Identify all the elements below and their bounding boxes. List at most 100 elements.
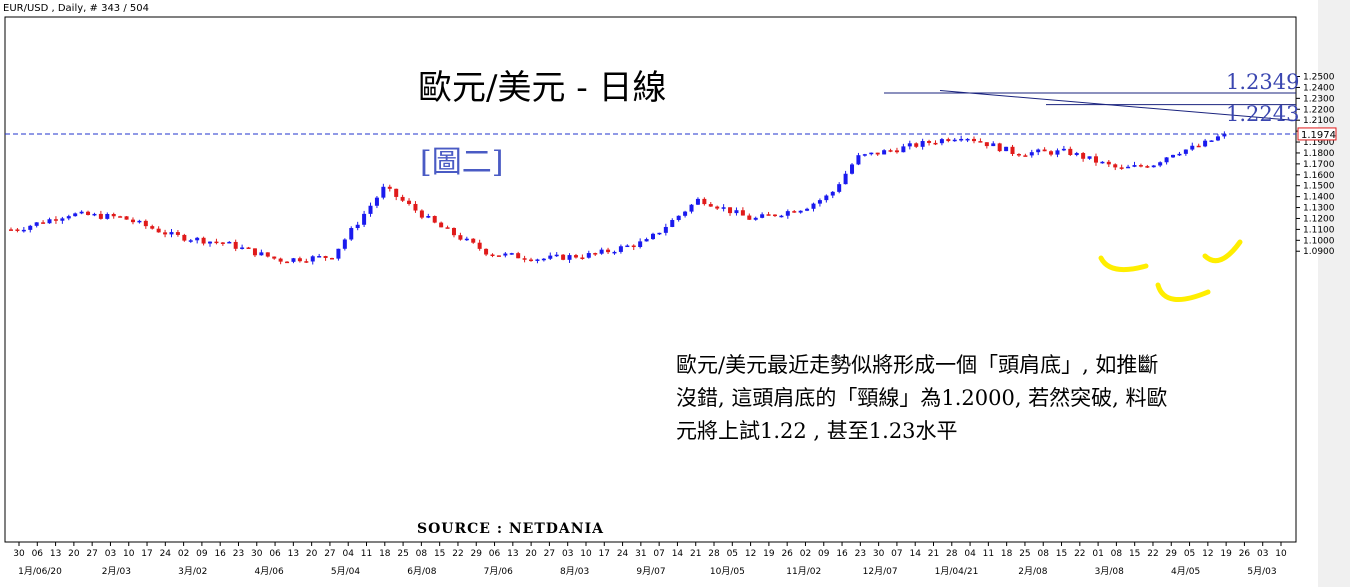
- candle-body: [631, 245, 636, 248]
- date-axis: 30 06 13 20 27 03 10 17 24 02 09 16 23 30 06 13 20 27 04 11…: [13, 542, 1287, 577]
- candle-body: [1016, 154, 1021, 156]
- candle-body: [9, 229, 13, 231]
- candle-body: [618, 246, 623, 252]
- candle-body: [612, 251, 617, 254]
- candle-body: [882, 150, 887, 155]
- candle-body: [1049, 151, 1054, 155]
- price-tick-label: 1.0900: [1303, 247, 1335, 257]
- month-label: 1月/04/21: [935, 566, 979, 577]
- candle-body: [734, 210, 739, 214]
- date-tick-label: 23: [233, 549, 244, 559]
- date-tick-label: 19: [1220, 549, 1232, 559]
- candle-body: [15, 229, 20, 231]
- left-shoulder-mark: [1098, 255, 1149, 273]
- candle-body: [548, 255, 553, 259]
- date-tick-label: 04: [342, 549, 354, 559]
- candle-body: [766, 214, 771, 216]
- candle-body: [169, 232, 174, 235]
- price-tick-label: 1.1900: [1303, 138, 1335, 148]
- candle-body: [837, 184, 842, 192]
- month-label: 12月/07: [863, 566, 898, 577]
- candle-body: [1113, 164, 1118, 168]
- month-label: 9月/07: [636, 566, 665, 577]
- candle-body: [130, 219, 135, 223]
- date-tick-label: 25: [397, 549, 408, 559]
- candle-body: [41, 222, 46, 224]
- candle-body: [233, 241, 238, 249]
- date-tick-label: 20: [306, 549, 318, 559]
- candle-body: [811, 203, 816, 209]
- candle-body: [753, 217, 758, 220]
- month-label: 5月/04: [331, 566, 360, 577]
- candle-body: [1106, 161, 1111, 165]
- candle-body: [400, 196, 405, 201]
- candle-body: [1177, 153, 1182, 156]
- date-tick-label: 16: [836, 549, 848, 559]
- date-tick-label: 09: [818, 549, 830, 559]
- date-tick-label: 14: [672, 549, 684, 559]
- candle-body: [92, 213, 97, 216]
- candle-body: [1055, 150, 1060, 155]
- candle-body: [156, 228, 161, 233]
- candle-body: [663, 226, 668, 233]
- month-label: 6月/08: [407, 566, 436, 577]
- date-tick-label: 08: [1111, 549, 1123, 559]
- price-tick-label: 1.1600: [1303, 171, 1335, 181]
- price-tick-label: 1.1000: [1303, 236, 1335, 246]
- month-label: 2月/03: [102, 566, 131, 577]
- candle-body: [118, 216, 123, 218]
- month-label: 4月/06: [255, 566, 284, 577]
- candle-body: [721, 207, 726, 209]
- candle-body: [843, 173, 848, 185]
- candle-body: [740, 210, 745, 216]
- candle-body: [914, 143, 919, 147]
- candle-body: [805, 208, 810, 211]
- candle-body: [1183, 149, 1188, 154]
- candle-body: [471, 238, 476, 243]
- candle-body: [137, 220, 142, 223]
- date-tick-label: 11: [361, 549, 372, 559]
- candle-body: [1093, 156, 1098, 163]
- date-tick-label: 09: [196, 549, 208, 559]
- candle-body: [310, 256, 315, 262]
- candle-body: [342, 239, 347, 249]
- candle-body: [625, 245, 630, 248]
- candle-body: [143, 220, 148, 227]
- candle-body: [670, 220, 675, 227]
- candle-body: [124, 216, 129, 220]
- date-tick-label: 21: [928, 549, 939, 559]
- month-label: 10月/05: [710, 566, 745, 577]
- candle-body: [824, 195, 829, 201]
- scrollbar-track[interactable]: [1318, 0, 1350, 587]
- month-label: 1月/06/20: [18, 566, 62, 577]
- date-tick-label: 30: [13, 549, 25, 559]
- date-tick-label: 02: [800, 549, 811, 559]
- candle-body: [28, 225, 33, 230]
- candle-body: [1100, 161, 1105, 164]
- date-tick-label: 12: [1202, 549, 1213, 559]
- current-price-label: 1.1974: [1301, 130, 1336, 141]
- price-tick-label: 1.2300: [1303, 94, 1335, 104]
- candle-body: [374, 197, 379, 206]
- candle-body: [150, 226, 155, 229]
- date-tick-label: 24: [617, 549, 629, 559]
- candle-body: [856, 155, 861, 165]
- candle-body: [850, 164, 855, 174]
- candle-body: [939, 139, 944, 144]
- price-tick-label: 1.2400: [1303, 83, 1335, 93]
- candle-body: [599, 249, 604, 254]
- candle-body: [73, 213, 78, 217]
- downtrend-line: [939, 89, 1297, 122]
- candle-body: [1068, 148, 1073, 155]
- date-tick-label: 20: [525, 549, 537, 559]
- candle-body: [1203, 140, 1208, 147]
- candle-body: [182, 234, 187, 241]
- date-tick-label: 10: [123, 549, 135, 559]
- candle-body: [47, 219, 52, 224]
- candle-body: [86, 211, 91, 216]
- date-tick-label: 06: [489, 549, 501, 559]
- candle-body: [638, 241, 643, 248]
- candle-body: [285, 261, 290, 264]
- date-tick-label: 23: [855, 549, 866, 559]
